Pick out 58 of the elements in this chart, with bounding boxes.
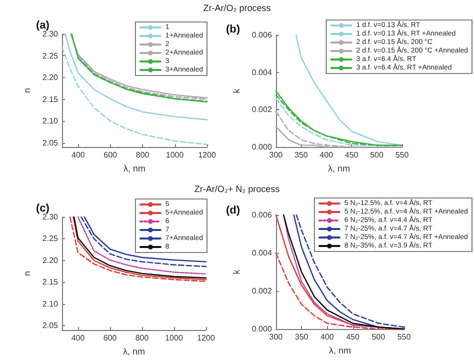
line-series <box>64 33 208 120</box>
text: (d) <box>226 204 240 216</box>
y-axis-title: k <box>232 88 242 94</box>
x-tick-label: 400 <box>320 150 334 160</box>
y-axis-title: n <box>22 270 32 276</box>
x-tick-label: 500 <box>370 150 384 160</box>
line-series <box>61 46 208 146</box>
x-tick-label: 400 <box>320 332 334 342</box>
y-tick-label: 0.006 <box>252 30 272 40</box>
y-axis-title: n <box>22 88 32 94</box>
text: Zr-Ar/O₂ process <box>202 3 272 13</box>
y-tick-label: 0.000 <box>252 142 272 152</box>
x-tick-label: 600 <box>104 150 118 160</box>
x-tick-label: 800 <box>135 334 150 342</box>
x-axis-title: λ, nm <box>328 345 351 356</box>
x-tick-label: 800 <box>136 150 150 160</box>
y-tick-label: 2.15 <box>42 278 59 287</box>
text: Zr-Ar/O₂+ N₂ process <box>193 184 281 194</box>
y-tick-label: 2.10 <box>42 116 59 126</box>
y-tick-label: 2.25 <box>42 51 59 60</box>
text: (a) <box>36 20 50 32</box>
y-axis-title: k <box>232 269 242 274</box>
x-tick-label: 1200 <box>197 334 216 342</box>
x-tick-label: 350 <box>294 150 308 160</box>
x-tick-label: 400 <box>71 150 86 160</box>
y-tick-label: 2.30 <box>42 30 59 38</box>
y-tick-label: 2.05 <box>42 321 59 330</box>
x-tick-label: 550 <box>395 150 410 160</box>
text: (c) <box>36 202 50 214</box>
x-tick-label: 1000 <box>165 334 184 342</box>
y-tick-label: 2.20 <box>42 73 59 82</box>
x-axis-title: λ, nm <box>123 164 146 174</box>
y-tick-label: 0.004 <box>252 248 272 258</box>
x-tick-label: 300 <box>269 150 284 160</box>
y-tick-label: 0.002 <box>252 286 272 296</box>
x-tick-label: 550 <box>397 332 412 342</box>
x-tick-label: 300 <box>269 332 284 342</box>
x-tick-label: 450 <box>344 150 359 160</box>
x-tick-label: 450 <box>346 332 360 342</box>
x-axis-title: λ, nm <box>122 346 146 356</box>
y-tick-label: 0.004 <box>252 68 272 77</box>
y-tick-label: 2.25 <box>42 234 59 244</box>
x-tick-label: 400 <box>71 334 86 342</box>
x-tick-label: 350 <box>294 332 309 342</box>
x-tick-label: 500 <box>372 332 386 342</box>
y-tick-label: 0.002 <box>252 105 272 114</box>
y-tick-label: 2.20 <box>42 256 59 265</box>
y-tick-label: 2.10 <box>42 299 59 308</box>
y-tick-label: 2.15 <box>42 94 59 104</box>
y-tick-label: 2.05 <box>42 138 59 148</box>
x-tick-label: 1200 <box>198 150 216 160</box>
text: (b) <box>226 24 240 36</box>
y-tick-label: 2.30 <box>42 212 59 222</box>
x-axis-title: λ, nm <box>328 164 350 174</box>
x-tick-label: 600 <box>103 334 118 342</box>
y-tick-label: 0.006 <box>252 210 272 220</box>
y-tick-label: 0.000 <box>252 324 272 334</box>
x-tick-label: 1000 <box>166 150 184 160</box>
